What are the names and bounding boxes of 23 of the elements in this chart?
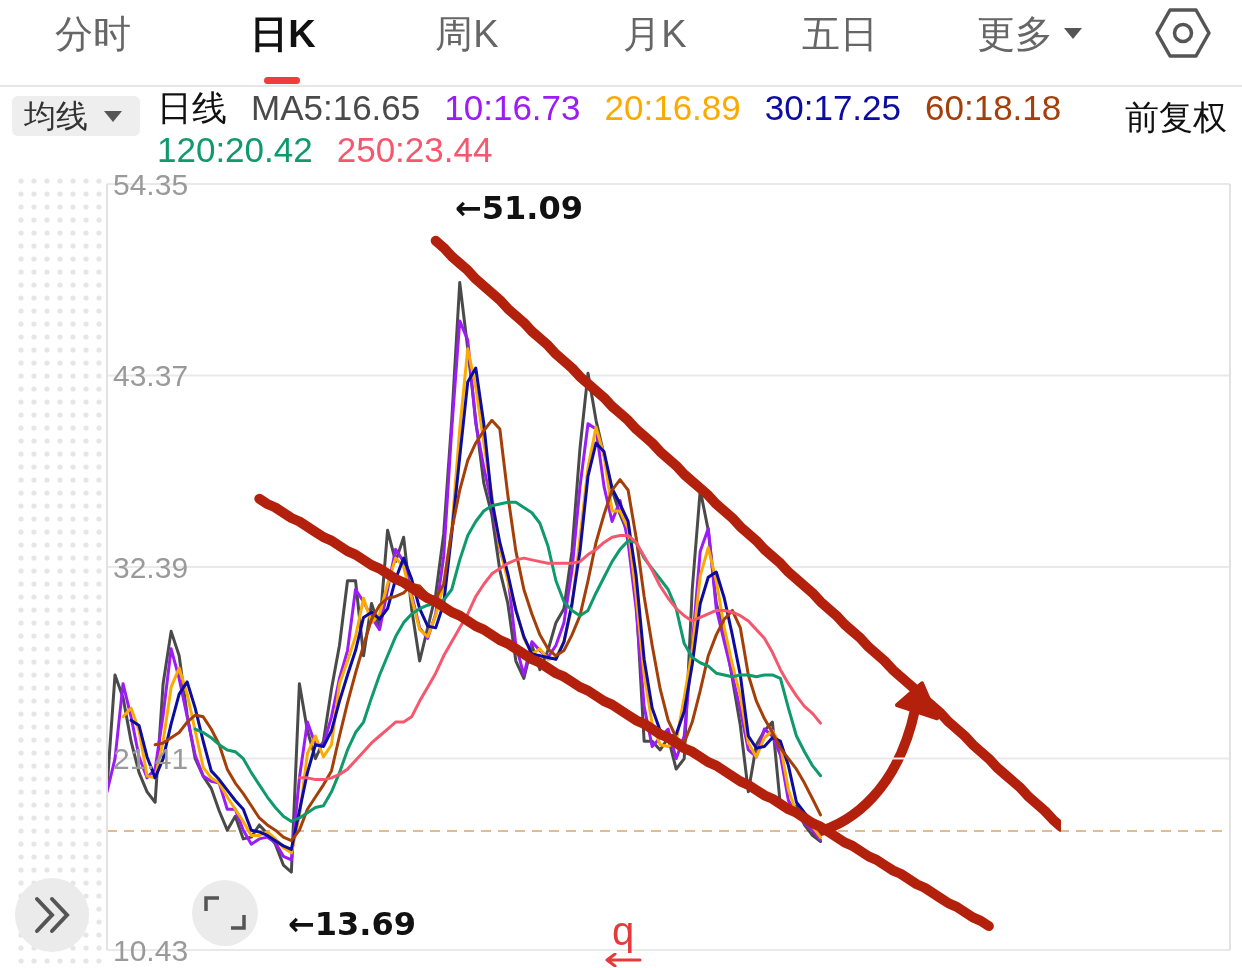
text: 250:23.44 bbox=[336, 129, 493, 171]
text: 周K bbox=[435, 13, 499, 57]
line-series bbox=[297, 533, 822, 782]
text: 10:16.73 bbox=[444, 87, 581, 129]
line-series bbox=[193, 500, 822, 823]
annotation: ←51.09 bbox=[455, 188, 584, 227]
text: 月K bbox=[623, 13, 687, 57]
text: 分时 bbox=[55, 13, 131, 57]
text: 30:17.25 bbox=[764, 87, 902, 129]
legend-title: 日线 bbox=[157, 87, 227, 129]
y-tick-label: 10.43 bbox=[113, 933, 189, 967]
text: 60:18.18 bbox=[925, 87, 1062, 129]
text: 前复权 bbox=[1125, 98, 1227, 138]
y-tick-label: 43.37 bbox=[113, 359, 189, 393]
text: 均线 bbox=[24, 97, 88, 135]
text: 五日 bbox=[802, 13, 878, 57]
text: 20:16.89 bbox=[604, 87, 741, 129]
text: 更多 bbox=[977, 13, 1053, 57]
annotation: ←13.69 bbox=[288, 905, 417, 944]
text: 日K bbox=[250, 13, 316, 57]
annotation: q bbox=[611, 908, 635, 954]
y-tick-label: 32.39 bbox=[113, 550, 189, 584]
text: MA5:16.65 bbox=[251, 87, 421, 129]
